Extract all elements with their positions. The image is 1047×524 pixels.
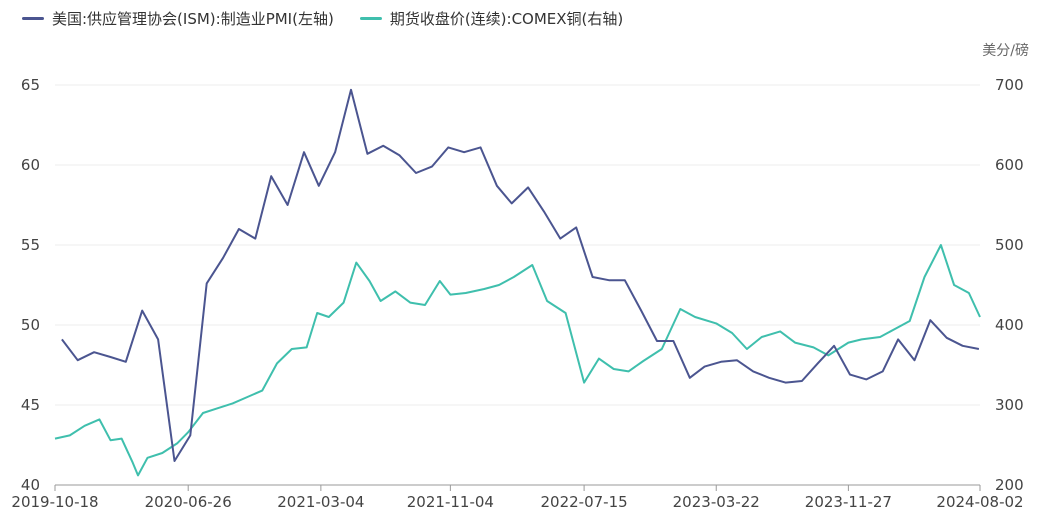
y-left-tick-label: 55 bbox=[21, 236, 40, 254]
x-tick-label: 2022-07-15 bbox=[541, 493, 628, 511]
x-tick-label: 2023-11-27 bbox=[805, 493, 892, 511]
x-tick-label: 2024-08-02 bbox=[936, 493, 1023, 511]
legend-swatch-copper bbox=[359, 17, 382, 20]
legend-label-pmi: 美国:供应管理协会(ISM):制造业PMI(左轴) bbox=[52, 10, 334, 28]
legend-item-pmi[interactable]: 美国:供应管理协会(ISM):制造业PMI(左轴) bbox=[22, 8, 334, 29]
legend-item-copper[interactable]: 期货收盘价(连续):COMEX铜(右轴) bbox=[359, 8, 624, 29]
y-left-tick-label: 45 bbox=[21, 396, 40, 414]
series-line-copper bbox=[54, 244, 981, 477]
y-right-tick-label: 200 bbox=[995, 476, 1024, 494]
chart-legend: 美国:供应管理协会(ISM):制造业PMI(左轴) 期货收盘价(连续):COME… bbox=[22, 8, 623, 29]
y-left-tick-label: 60 bbox=[21, 156, 40, 174]
y-right-tick-label: 700 bbox=[995, 76, 1024, 94]
y-right-tick-label: 400 bbox=[995, 316, 1024, 334]
x-tick-label: 2020-06-26 bbox=[145, 493, 232, 511]
y-right-tick-label: 500 bbox=[995, 236, 1024, 254]
legend-swatch-pmi bbox=[22, 17, 44, 20]
y-left-tick-label: 65 bbox=[21, 76, 40, 94]
y-left-tick-label: 50 bbox=[21, 316, 40, 334]
x-tick-label: 2021-03-04 bbox=[277, 493, 364, 511]
right-axis-unit: 美分/磅 bbox=[982, 43, 1029, 59]
y-right-tick-label: 300 bbox=[995, 396, 1024, 414]
series-line-pmi bbox=[61, 88, 980, 462]
y-left-tick-label: 40 bbox=[21, 476, 40, 494]
legend-label-copper: 期货收盘价(连续):COMEX铜(右轴) bbox=[389, 10, 624, 28]
x-tick-label: 2021-11-04 bbox=[407, 493, 494, 511]
y-right-tick-label: 600 bbox=[995, 156, 1024, 174]
x-tick-label: 2019-10-18 bbox=[11, 493, 98, 511]
x-tick-label: 2023-03-22 bbox=[673, 493, 760, 511]
